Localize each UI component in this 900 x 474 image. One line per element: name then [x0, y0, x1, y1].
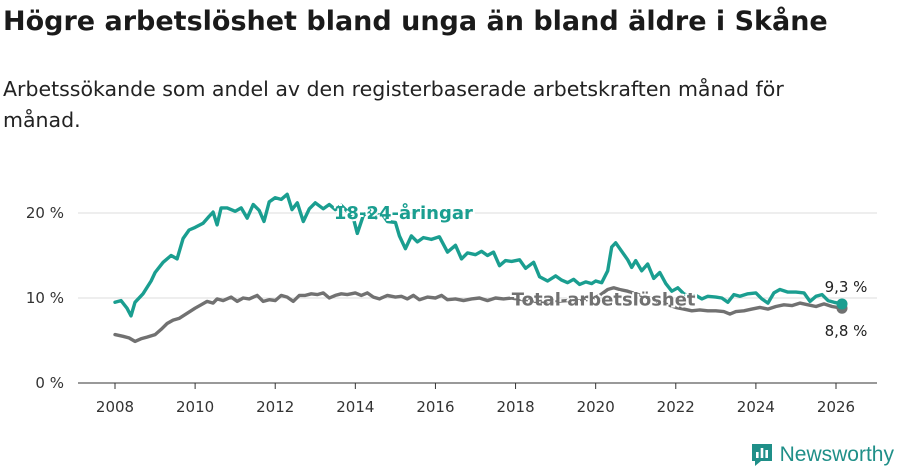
- series-line-youth: [113, 192, 844, 318]
- end-point-youth: [836, 298, 848, 310]
- x-tick-label: 2018: [496, 398, 534, 416]
- x-tick-label: 2016: [416, 398, 454, 416]
- y-tick-label: 20 %: [26, 204, 64, 222]
- series-label-total: Total arbetslöshet: [512, 290, 696, 311]
- end-label-youth: 9,3 %: [825, 278, 868, 296]
- newsworthy-logo-icon: [751, 444, 772, 466]
- x-tick-label: 2014: [336, 398, 374, 416]
- series-lines: [113, 192, 848, 344]
- x-tick-label: 2008: [96, 398, 134, 416]
- x-tick-label: 2022: [657, 398, 695, 416]
- x-axis: 2008 2010 2012 2014 2016 2018 2020 2022 2024 2026: [78, 382, 877, 416]
- y-tick-label: 10 %: [26, 289, 64, 307]
- series-label-youth: 18-24-åringar: [334, 202, 473, 224]
- y-tick-label: 0 %: [35, 374, 64, 392]
- x-tick-label: 2026: [817, 398, 855, 416]
- x-tick-label: 2012: [256, 398, 294, 416]
- end-label-total: 8,8 %: [825, 322, 868, 340]
- chart-subtitle: Arbetssökande som andel av den registerb…: [3, 77, 784, 132]
- y-axis: 0 % 10 % 20 %: [26, 204, 64, 392]
- brand-logo[interactable]: Newsworthy: [750, 442, 894, 468]
- x-tick-label: 2010: [176, 398, 214, 416]
- series-line-total: [113, 286, 844, 344]
- brand-name: Newsworthy: [779, 443, 894, 466]
- series-labels: 18-24-åringar Total arbetslöshet 9,3 % 8,8 …: [332, 200, 868, 340]
- x-tick-label: 2020: [577, 398, 615, 416]
- chart-title: Högre arbetslöshet bland unga än bland ä…: [3, 6, 828, 37]
- x-tick-label: 2024: [737, 398, 775, 416]
